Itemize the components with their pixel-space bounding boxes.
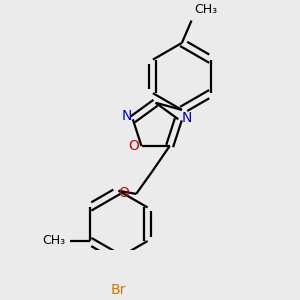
Text: O: O bbox=[118, 186, 129, 200]
Text: N: N bbox=[121, 109, 132, 123]
Text: CH₃: CH₃ bbox=[195, 3, 218, 16]
Text: CH₃: CH₃ bbox=[43, 235, 66, 248]
Text: Br: Br bbox=[111, 283, 126, 297]
Text: N: N bbox=[181, 111, 191, 125]
Text: O: O bbox=[128, 139, 139, 153]
